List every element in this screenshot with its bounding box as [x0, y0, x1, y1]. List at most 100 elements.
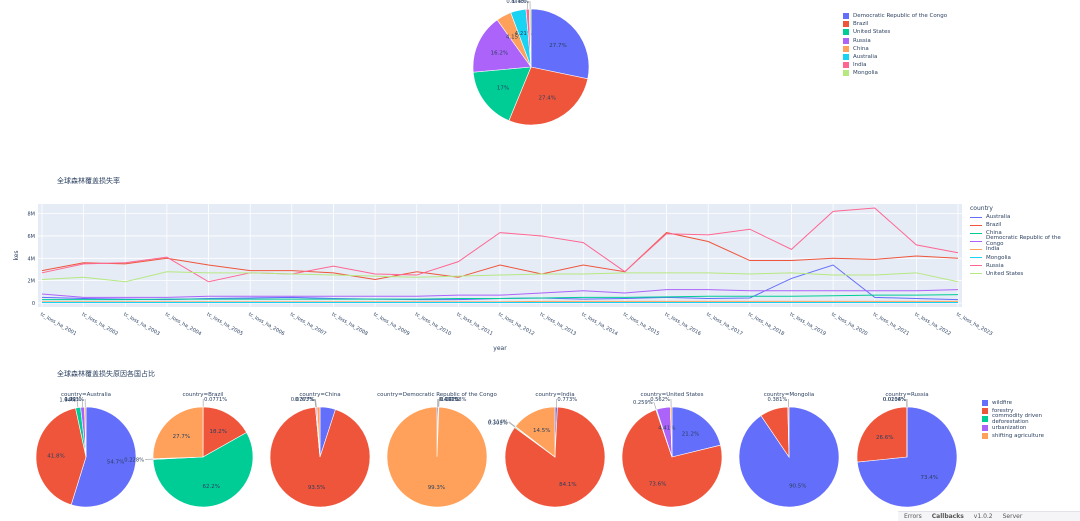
slice-label: 84.1%: [559, 482, 576, 488]
x-tick-label: tc_loss_ha_2009: [372, 312, 410, 338]
legend-line-swatch: [970, 265, 982, 266]
legend-swatch: [982, 408, 988, 414]
slice-leader: [315, 399, 316, 407]
x-tick-label: tc_loss_ha_2014: [580, 312, 618, 338]
x-tick-label: tc_loss_ha_2007: [289, 312, 327, 338]
legend-swatch: [843, 13, 849, 19]
legend-swatch: [843, 21, 849, 27]
legend-item[interactable]: Australia: [843, 53, 947, 61]
slice-label: 90.5%: [789, 484, 806, 490]
legend-swatch: [843, 29, 849, 35]
x-tick-label: tc_loss_ha_2004: [164, 312, 202, 338]
slice-leader: [316, 399, 317, 407]
small-pie-title: country=Democratic Republic of the Congo: [377, 392, 497, 398]
slice-label: 0.00208%: [440, 397, 466, 403]
legend-item[interactable]: India: [843, 61, 947, 69]
x-tick-label: tc_loss_ha_2017: [705, 312, 743, 338]
slice-label: 27.4%: [539, 96, 556, 102]
legend-label: Mongolia: [986, 255, 1011, 261]
legend-swatch: [982, 400, 988, 406]
legend-item[interactable]: Democratic Republic of the Congo: [843, 12, 947, 20]
legend-label: Russia: [853, 38, 871, 44]
x-tick-label: tc_loss_ha_2008: [330, 312, 368, 338]
slice-label: 0.48%: [513, 0, 530, 5]
small-pie: country=Australia54.7%41.8%1.64%1.22%0.4…: [36, 392, 136, 507]
slice-label: 16.2%: [491, 51, 508, 57]
legend-label: shifting agriculture: [992, 433, 1044, 439]
small-pie-slice: [387, 407, 487, 507]
legend-label: United States: [853, 29, 890, 35]
legend-title: country: [970, 205, 1080, 212]
version-label: v1.0.2: [974, 513, 993, 520]
legend-item[interactable]: Democratic Republic of the Congo: [970, 237, 1080, 245]
legend-line-swatch: [970, 241, 982, 242]
y-tick-label: 0: [32, 301, 35, 307]
slice-label: 4.41%: [658, 425, 675, 431]
legend-swatch: [843, 38, 849, 44]
errors-button[interactable]: Errors: [904, 513, 922, 520]
legend-line-swatch: [970, 257, 982, 258]
slice-label: 0.773%: [557, 397, 577, 403]
legend-swatch: [843, 54, 849, 60]
legend-item[interactable]: Brazil: [843, 20, 947, 28]
legend-item[interactable]: China: [843, 45, 947, 53]
slice-label: 0.381%: [768, 397, 788, 403]
small-pies-title: 全球森林覆盖损失原因各国占比: [57, 369, 155, 379]
y-tick-label: 4M: [28, 256, 36, 262]
legend-swatch: [843, 62, 849, 68]
slice-label: 93.5%: [308, 485, 325, 491]
legend-item[interactable]: Australia: [970, 213, 1080, 221]
legend-item[interactable]: wildfire: [982, 399, 1080, 407]
legend-label: wildfire: [992, 400, 1012, 406]
x-tick-label: tc_loss_ha_2011: [455, 312, 493, 338]
line-chart-title: 全球森林覆盖损失率: [57, 176, 120, 186]
slice-label: 0.377%: [295, 397, 315, 403]
y-tick-label: 2M: [28, 279, 36, 285]
legend-item[interactable]: Russia: [970, 262, 1080, 270]
slice-label: 99.3%: [428, 485, 445, 491]
legend-line-swatch: [970, 225, 982, 226]
legend-swatch: [982, 425, 988, 431]
legend-item[interactable]: Mongolia: [843, 69, 947, 77]
legend-label: Democratic Republic of the Congo: [853, 13, 947, 19]
slice-label: 26.6%: [876, 435, 893, 441]
x-tick-label: tc_loss_ha_2016: [664, 312, 702, 338]
legend-item[interactable]: Russia: [843, 37, 947, 45]
legend-item[interactable]: United States: [843, 28, 947, 36]
legend-item[interactable]: commodity driven deforestation: [982, 415, 1080, 423]
x-tick-label: tc_loss_ha_2005: [206, 312, 244, 338]
legend-label: India: [986, 246, 1000, 252]
callbacks-button[interactable]: Callbacks: [932, 513, 964, 520]
x-tick-label: tc_loss_ha_2001: [39, 312, 77, 338]
legend-line-swatch: [970, 249, 982, 250]
legend-label: Mongolia: [853, 70, 878, 76]
small-pie: country=Democratic Republic of the Congo…: [377, 392, 497, 507]
x-tick-label: tc_loss_ha_2003: [122, 312, 160, 338]
small-pie: country=United States21.2%73.6%0.259%4.4…: [622, 392, 722, 507]
legend-item[interactable]: Mongolia: [970, 253, 1080, 261]
slice-label: 0.0771%: [204, 397, 227, 403]
legend-label: United States: [986, 271, 1023, 277]
legend-label: commodity driven deforestation: [992, 413, 1080, 425]
legend-line-swatch: [970, 233, 982, 234]
slice-label: 73.4%: [921, 475, 938, 481]
legend-item[interactable]: United States: [970, 270, 1080, 278]
legend-item[interactable]: Brazil: [970, 221, 1080, 229]
top-pie: 27.7%27.4%17%16.2%4.15%4.21%0.873%0.48%: [473, 0, 589, 125]
small-pie: country=Brazil0.0771%18.2%62.2%0.228%27.…: [124, 392, 253, 507]
slice-label: 62.2%: [203, 484, 220, 490]
legend-line-swatch: [970, 273, 982, 274]
legend-item[interactable]: shifting agriculture: [982, 432, 1080, 440]
slice-label: 27.7%: [173, 434, 190, 440]
x-tick-label: tc_loss_ha_2006: [247, 312, 285, 338]
small-pie-slice: [153, 407, 203, 459]
legend-swatch: [843, 46, 849, 52]
legend-label: Australia: [986, 214, 1010, 220]
x-tick-label: tc_loss_ha_2020: [830, 312, 868, 338]
slice-leader: [509, 422, 515, 427]
